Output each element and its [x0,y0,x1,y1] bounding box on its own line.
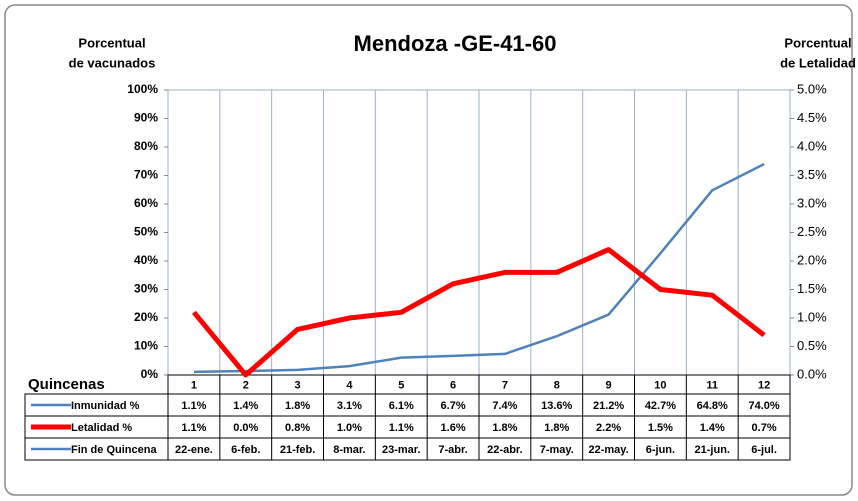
table-cell: 6-jul. [751,444,777,456]
table-cell: 21-feb. [280,444,315,456]
x-tick-label: 12 [758,379,770,391]
table-cell: 7.4% [492,400,517,412]
table-cell: 74.0% [748,400,779,412]
y-tick-label: 90% [134,111,158,125]
x-tick-label: 11 [706,379,718,391]
x-tick-label: 2 [243,379,249,391]
y-tick-label: 50% [134,225,158,239]
x-tick-label: 6 [450,379,456,391]
table-cell: 1.5% [648,422,673,434]
y2-tick-label: 4.0% [797,138,827,153]
table-cell: 42.7% [645,400,676,412]
table-cell: 13.6% [541,400,572,412]
table-cell: 1.6% [441,422,466,434]
y2-axis-label: de Letalidad [780,55,856,70]
x-tick-label: 3 [295,379,301,391]
x-axis-label: Quincenas [28,376,105,393]
legend-label: Inmunidad % [71,400,140,412]
table-cell: 21-jun. [695,444,730,456]
table-cell: 7-abr. [438,444,467,456]
y-tick-label: 30% [134,282,158,296]
y2-tick-label: 2.0% [797,252,827,267]
y2-tick-label: 2.5% [797,224,827,239]
table-cell: 6.1% [389,400,414,412]
table-cell: 64.8% [697,400,728,412]
table-cell: 1.0% [337,422,362,434]
legend-label: Letalidad % [71,422,132,434]
table-cell: 1.4% [233,400,258,412]
y-tick-label: 80% [134,139,158,153]
table-cell: 21.2% [593,400,624,412]
table-cell: 1.8% [544,422,569,434]
table-cell: 0.8% [285,422,310,434]
y2-tick-label: 1.5% [797,281,827,296]
series-line [193,162,765,374]
y-tick-label: 10% [134,339,158,353]
table-cell: 22-may. [589,444,629,456]
y-axis-label: de vacunados [69,55,156,70]
y-tick-label: 100% [127,82,158,96]
table-cell: 6-feb. [231,444,260,456]
table-cell: 1.4% [700,422,725,434]
x-tick-label: 7 [502,379,508,391]
table-cell: 1.1% [181,422,206,434]
y2-tick-label: 4.5% [797,110,827,125]
legend-label: Fin de Quincena [71,444,157,456]
series-line [191,247,766,378]
table-cell: 0.7% [752,422,777,434]
chart-title: Mendoza -GE-41-60 [354,31,557,56]
table-cell: 6-jun. [646,444,675,456]
y2-tick-label: 3.0% [797,195,827,210]
table-cell: 7-may. [540,444,574,456]
y-axis-label: Porcentual [78,35,145,50]
y2-tick-label: 0.0% [797,366,827,381]
x-tick-label: 10 [654,379,666,391]
table-cell: 1.1% [181,400,206,412]
table-cell: 3.1% [337,400,362,412]
table-cell: 23-mar. [382,444,421,456]
table-cell: 22-ene. [175,444,213,456]
table-cell: 0.0% [233,422,258,434]
x-tick-label: 8 [554,379,560,391]
y2-axis-label: Porcentual [784,35,851,50]
table-cell: 8-mar. [333,444,365,456]
y-tick-label: 70% [134,168,158,182]
table-cell: 1.8% [285,400,310,412]
y2-tick-label: 1.0% [797,309,827,324]
table-cell: 1.8% [492,422,517,434]
y-tick-label: 20% [134,310,158,324]
y-tick-label: 60% [134,196,158,210]
y-tick-label: 40% [134,253,158,267]
x-tick-label: 4 [346,379,353,391]
table-cell: 22-abr. [487,444,522,456]
table-cell: 2.2% [596,422,621,434]
table-cell: 6.7% [441,400,466,412]
x-tick-label: 1 [191,379,197,391]
table-cell: 1.1% [389,422,414,434]
y-tick-label: 0% [141,367,159,381]
x-tick-label: 9 [606,379,612,391]
y2-tick-label: 3.5% [797,167,827,182]
x-tick-label: 5 [398,379,404,391]
y2-tick-label: 5.0% [797,81,827,96]
y2-tick-label: 0.5% [797,338,827,353]
